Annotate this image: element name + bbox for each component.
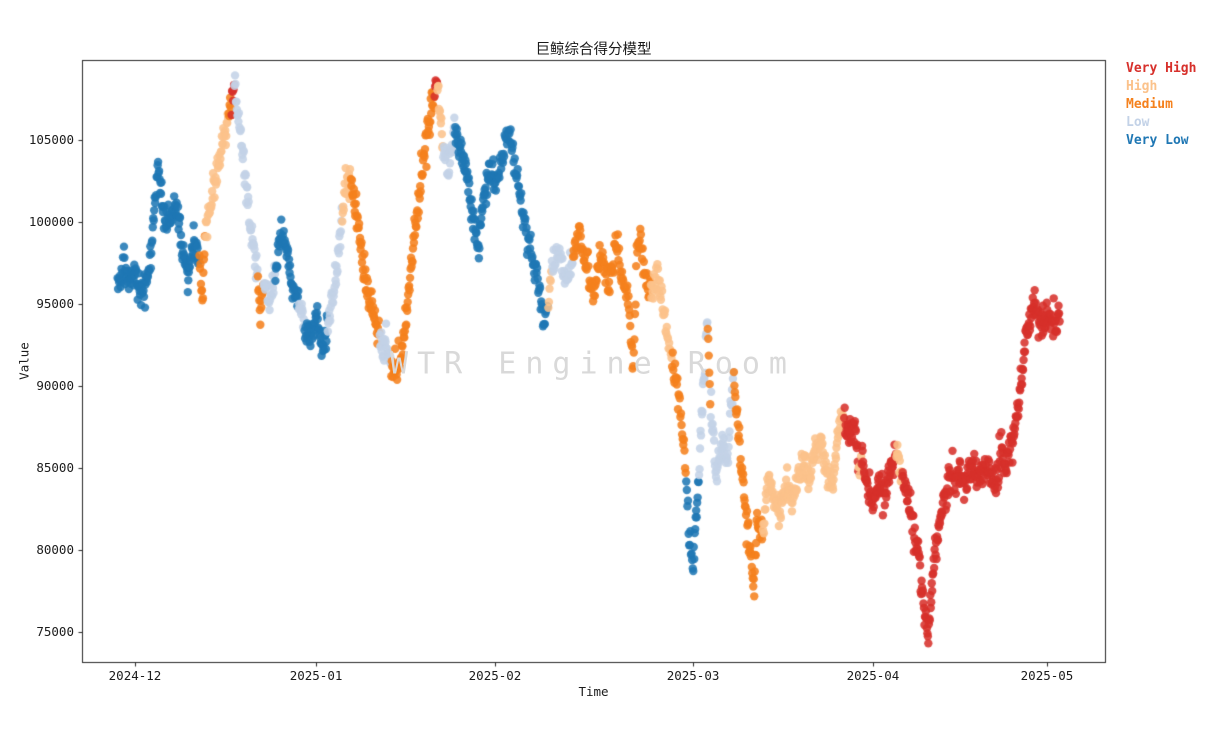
x-tick-label: 2024-12 (108, 668, 162, 683)
x-tick-label: 2025-04 (846, 668, 900, 683)
x-tick-label: 2025-01 (289, 668, 343, 683)
x-axis-label: Time (578, 684, 609, 699)
y-tick-label: 105000 (28, 132, 74, 148)
y-tick-label: 90000 (36, 378, 74, 393)
y-axis-label: Value (16, 342, 32, 380)
y-tick-label: 75000 (36, 623, 74, 639)
legend-item-medium: Medium (1126, 97, 1173, 112)
legend: Very High High Medium Low Very Low (1126, 60, 1196, 150)
x-tick-label: 2025-02 (468, 668, 522, 683)
legend-item-very-low: Very Low (1126, 133, 1189, 148)
x-tick-label: 2025-03 (666, 668, 720, 683)
legend-item-low: Low (1126, 115, 1150, 130)
legend-item-high: High (1126, 79, 1158, 94)
y-tick-label: 95000 (36, 296, 74, 311)
chart-title: 巨鲸综合得分模型 (535, 42, 652, 58)
plot-area (82, 60, 1105, 662)
legend-item-very-high: Very High (1126, 61, 1197, 76)
y-tick-label: 100000 (28, 214, 74, 230)
x-tick-label: 2025-05 (1020, 668, 1074, 683)
y-tick-label: 80000 (36, 541, 74, 557)
y-tick-label: 85000 (36, 460, 74, 475)
